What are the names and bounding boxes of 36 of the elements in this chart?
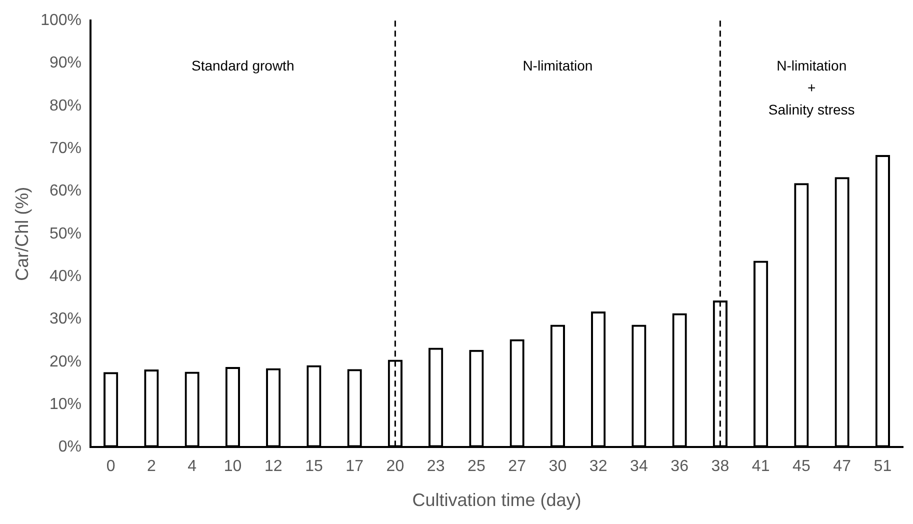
x-tick-label: 12 (264, 458, 282, 476)
x-tick-label: 23 (426, 458, 445, 476)
x-tick-label: 17 (346, 458, 364, 476)
y-tick-label: 20% (49, 353, 82, 370)
x-tick-label: 45 (792, 458, 810, 476)
y-tick-label: 30% (49, 310, 82, 328)
x-tick-label: 36 (670, 458, 689, 476)
y-tick-label: 70% (49, 140, 82, 157)
x-tick-label: 15 (305, 458, 323, 476)
x-tick-label: 41 (752, 458, 770, 476)
y-tick-label: 60% (49, 182, 82, 200)
y-tick-label: 100% (40, 12, 82, 30)
x-tick-label: 25 (468, 458, 486, 476)
annotation: Standard growth (191, 57, 294, 74)
x-tick-label: 47 (833, 458, 852, 476)
x-tick-label: 34 (630, 458, 648, 476)
x-tick-label: 20 (386, 458, 404, 476)
annotation: N-limitation (522, 57, 593, 74)
x-axis-title: Cultivation time (day) (412, 490, 582, 510)
annotation: N-limitation + Salinity stress (768, 57, 855, 118)
y-axis-title: Car/Chl (%) (12, 186, 32, 281)
x-tick-label: 30 (548, 458, 567, 476)
y-tick-label: 40% (49, 268, 82, 285)
x-tick-label: 38 (711, 458, 730, 476)
y-tick-label: 90% (49, 54, 82, 72)
x-tick-label: 4 (188, 458, 197, 476)
x-tick-label: 10 (224, 458, 242, 476)
x-tick-label: 2 (147, 458, 156, 476)
y-tick-label: 80% (49, 97, 82, 114)
x-tick-label: 51 (874, 458, 892, 476)
y-tick-label: 50% (49, 225, 82, 242)
x-tick-label: 0 (106, 458, 116, 476)
x-tick-label: 27 (508, 458, 526, 476)
y-tick-label: 10% (49, 396, 82, 413)
x-tick-label: 32 (589, 458, 608, 476)
y-tick-label: 0% (58, 438, 82, 456)
